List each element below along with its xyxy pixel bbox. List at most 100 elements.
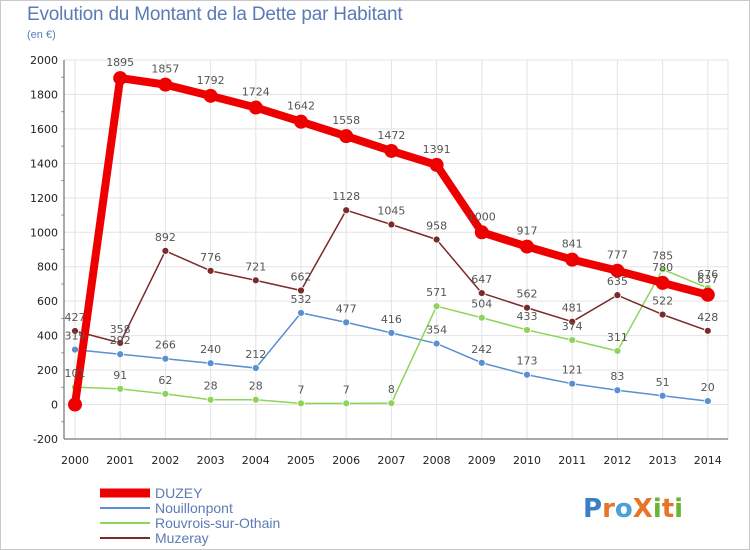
axes: -200 0 200 400 600 800 1000 1200 1400 1600 1800 200… — [30, 54, 728, 467]
data-label-muzeray: 958 — [426, 220, 447, 233]
data-label-duzey: 1724 — [242, 86, 270, 99]
data-point-rouvrois-sur-othain — [387, 399, 396, 408]
legend: DUZEYNouillonpontRouvrois-sur-OthainMuze… — [100, 485, 280, 546]
data-labels: 319 292 266 240 212 532 477 416 354 242 173 121 83 51… — [65, 56, 719, 396]
data-point-duzey — [113, 71, 128, 86]
legend-label-duzey: DUZEY — [155, 485, 203, 501]
data-point-muzeray — [206, 266, 215, 275]
chart-unit: (en €) — [27, 29, 56, 41]
data-point-nouillonpont — [251, 364, 260, 372]
data-point-rouvrois-sur-othain — [206, 395, 215, 404]
data-point-duzey — [158, 77, 173, 92]
data-point-nouillonpont — [206, 359, 215, 368]
data-point-rouvrois-sur-othain — [161, 389, 170, 398]
data-point-duzey — [610, 263, 625, 278]
data-label-muzeray: 776 — [200, 251, 221, 264]
chart-title: Evolution du Montant de la Dette par Hab… — [27, 4, 403, 25]
logo-letter: i — [674, 494, 683, 524]
x-tick-label: 2003 — [197, 454, 225, 467]
data-label-nouillonpont: 292 — [110, 334, 131, 347]
data-point-nouillonpont — [342, 318, 351, 327]
data-point-duzey — [339, 129, 354, 144]
logo-letter: o — [615, 494, 633, 524]
data-label-duzey: 1895 — [106, 56, 134, 69]
data-point-nouillonpont — [432, 339, 441, 348]
data-point-muzeray — [568, 317, 577, 326]
x-tick-label: 2011 — [558, 454, 586, 467]
data-label-rouvrois-sur-othain: 676 — [697, 268, 718, 281]
data-point-rouvrois-sur-othain — [116, 384, 125, 393]
logo-letter: r — [602, 494, 615, 524]
data-point-duzey — [565, 252, 580, 267]
x-tick-label: 2000 — [61, 454, 89, 467]
series-group — [68, 71, 715, 412]
legend-label-muzeray: Muzeray — [155, 530, 209, 546]
data-label-nouillonpont: 83 — [610, 370, 624, 383]
data-point-rouvrois-sur-othain — [613, 347, 622, 355]
data-point-muzeray — [387, 220, 396, 229]
data-point-nouillonpont — [477, 358, 486, 367]
data-label-muzeray: 662 — [291, 271, 312, 284]
data-label-duzey: 1642 — [287, 100, 315, 113]
data-label-duzey: 1857 — [151, 63, 179, 76]
y-tick-label: 1200 — [30, 192, 58, 205]
data-point-duzey — [384, 143, 399, 158]
proxiti-logo: ProXiti — [583, 494, 683, 524]
data-point-duzey — [655, 275, 670, 290]
data-label-duzey: 1558 — [332, 114, 360, 127]
y-tick-label: -200 — [33, 433, 58, 446]
data-label-nouillonpont: 416 — [381, 313, 402, 326]
data-label-duzey: 1792 — [197, 74, 225, 87]
data-label-nouillonpont: 319 — [65, 330, 86, 343]
x-tick-label: 2010 — [513, 454, 541, 467]
y-tick-label: 1800 — [30, 88, 58, 101]
data-label-muzeray: 481 — [562, 302, 583, 315]
data-label-rouvrois-sur-othain: 785 — [652, 249, 673, 262]
data-label-muzeray: 635 — [607, 275, 628, 288]
data-label-nouillonpont: 477 — [336, 302, 357, 315]
data-point-muzeray — [658, 310, 667, 319]
data-point-nouillonpont — [613, 386, 622, 395]
data-label-rouvrois-sur-othain: 311 — [607, 331, 628, 344]
y-tick-label: 600 — [37, 295, 58, 308]
y-tick-label: 2000 — [30, 54, 58, 67]
logo-letter: X — [633, 494, 653, 524]
data-label-rouvrois-sur-othain: 374 — [562, 320, 583, 333]
data-label-rouvrois-sur-othain: 91 — [113, 369, 127, 382]
data-label-nouillonpont: 354 — [426, 324, 447, 337]
data-point-nouillonpont — [387, 328, 396, 337]
y-tick-label: 1000 — [30, 226, 58, 239]
data-point-duzey — [68, 397, 82, 412]
data-point-rouvrois-sur-othain — [568, 336, 577, 345]
data-label-duzey: 1391 — [423, 143, 451, 156]
data-point-muzeray — [297, 286, 305, 295]
data-point-duzey — [700, 287, 715, 302]
data-point-muzeray — [161, 246, 170, 255]
data-label-muzeray: 358 — [110, 323, 131, 336]
x-tick-label: 2004 — [242, 454, 270, 467]
data-label-duzey: 780 — [652, 261, 673, 274]
data-point-nouillonpont — [568, 379, 577, 388]
data-label-rouvrois-sur-othain: 28 — [249, 380, 263, 393]
data-label-rouvrois-sur-othain: 504 — [471, 298, 492, 311]
data-point-rouvrois-sur-othain — [251, 395, 260, 404]
data-point-muzeray — [71, 327, 79, 335]
data-label-nouillonpont: 240 — [200, 343, 221, 356]
data-label-muzeray: 428 — [697, 311, 718, 324]
data-point-rouvrois-sur-othain — [523, 326, 531, 334]
data-point-muzeray — [613, 291, 622, 300]
data-point-nouillonpont — [116, 350, 125, 359]
y-tick-label: 800 — [37, 261, 58, 274]
data-point-muzeray — [477, 289, 486, 297]
legend-label-rouvrois-sur-othain: Rouvrois-sur-Othain — [155, 515, 280, 531]
data-label-muzeray: 1128 — [332, 190, 360, 203]
x-tick-label: 2005 — [287, 454, 315, 467]
data-point-duzey — [294, 114, 308, 129]
y-tick-label: 1600 — [30, 123, 58, 136]
logo-letter: P — [583, 494, 602, 524]
data-point-duzey — [203, 88, 218, 103]
data-label-nouillonpont: 212 — [245, 348, 266, 361]
data-point-duzey — [248, 100, 263, 115]
data-label-nouillonpont: 266 — [155, 339, 176, 352]
